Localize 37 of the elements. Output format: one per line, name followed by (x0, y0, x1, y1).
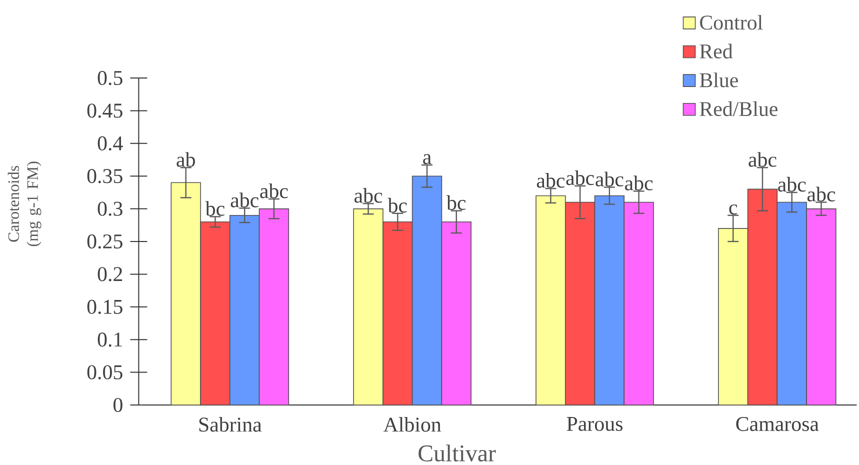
y-tick-label: 0.05 (87, 365, 122, 380)
legend-label: Red (700, 44, 733, 58)
data-label: abc (778, 176, 806, 192)
y-tick-label: 0.25 (87, 234, 122, 249)
data-label: bc (446, 195, 466, 210)
data-label: abc (748, 152, 776, 167)
y-tick-label: 0.3 (98, 202, 122, 216)
legend-label: Control (700, 14, 763, 30)
y-tick-label: 0.4 (98, 136, 123, 151)
data-label: a (423, 154, 432, 164)
data-label: ab (176, 152, 195, 167)
x-tick-label: Albion (383, 417, 442, 432)
data-label: bc (388, 198, 407, 213)
data-label: abc (566, 170, 594, 186)
y-axis-title: Carotenoids (mg g-1 FM) (8, 162, 42, 246)
x-tick-label: Parous (566, 417, 622, 431)
y-tick-label: 0.35 (87, 169, 122, 184)
legend-label: Red/Blue (700, 101, 778, 116)
data-label: abc (807, 186, 836, 202)
legend-label: Blue (700, 72, 738, 88)
data-label: abc (354, 188, 382, 203)
data-label: abc (260, 183, 288, 198)
y-tick-label: 0.45 (87, 104, 122, 118)
y-tick-label: 0.5 (98, 70, 122, 86)
data-label: abc (536, 173, 565, 188)
data-label: abc (625, 176, 653, 190)
y-tick-label: 0.2 (98, 267, 122, 282)
y-tick-label: 0.15 (87, 300, 122, 314)
y-tick-label: 0.1 (98, 332, 122, 347)
y-tick-label: 0 (114, 398, 122, 412)
x-tick-label: Camarosa (736, 417, 819, 432)
x-axis-title: Cultivar (418, 444, 496, 462)
data-label: c (729, 204, 738, 215)
x-tick-label: Sabrina (199, 417, 262, 432)
data-label: bc (205, 201, 224, 216)
data-label: abc (230, 192, 258, 208)
data-label: abc (596, 172, 624, 186)
